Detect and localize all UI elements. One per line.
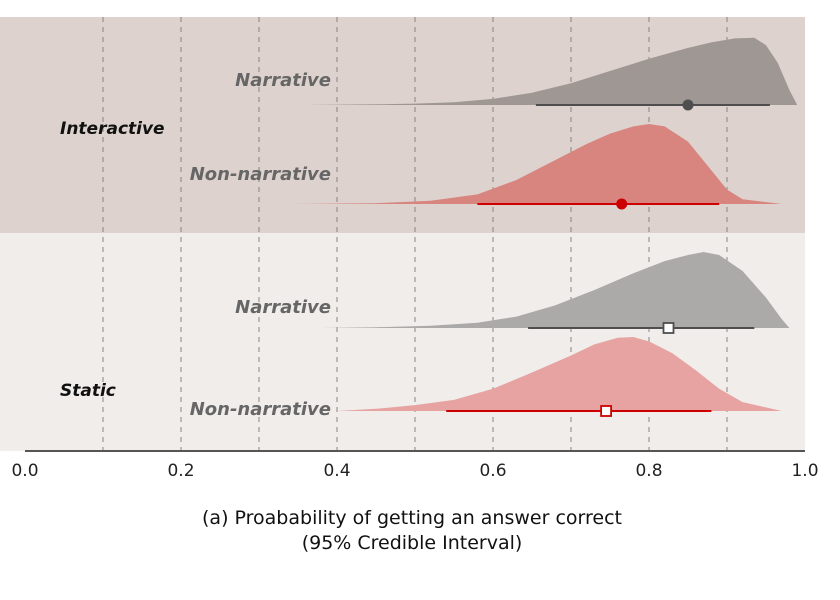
point-estimate-interactive-narrative [682,99,694,111]
density-static-narrative [321,252,790,328]
density-layer [290,37,798,417]
row-label-interactive-narrative: Narrative [235,70,331,91]
density-interactive-narrative [305,37,798,106]
x-tick-label: 0.6 [479,461,506,481]
point-estimate-static-narrative [662,322,675,334]
x-tick-labels: 0.0 0.2 0.4 0.6 0.8 1.0 [11,461,818,481]
x-tick-label: 1.0 [791,461,818,481]
x-tick-label: 0.2 [167,461,194,481]
x-axis-title-line-2: (95% Credible Interval) [302,532,523,554]
density-interactive-non-narrative [290,124,782,204]
x-axis-title-line-1: (a) Proabability of getting an answer co… [202,507,622,529]
label-layer: Interactive Narrative Non-narrative Static N… [60,70,331,420]
density-static-non-narrative [337,337,782,411]
point-estimate-interactive-non-narrative [616,198,628,210]
point-estimate-static-non-narrative [600,405,612,417]
x-tick-label: 0.0 [11,461,38,481]
group-label-static: Static [60,381,116,401]
x-tick-label: 0.4 [323,461,350,481]
row-label-static-non-narrative: Non-narrative [190,399,331,420]
group-label-interactive: Interactive [60,119,165,139]
row-label-interactive-non-narrative: Non-narrative [190,164,331,185]
x-tick-label: 0.8 [635,461,662,481]
row-label-static-narrative: Narrative [235,297,331,318]
